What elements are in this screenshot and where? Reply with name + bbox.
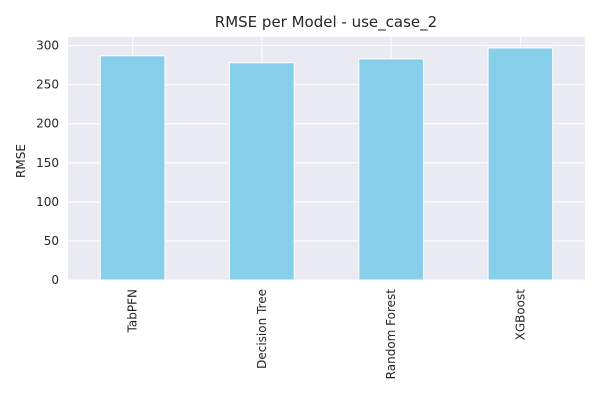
- bar-tabpfn: [99, 55, 166, 281]
- y-tick-label: 150: [36, 156, 59, 170]
- x-tick-label: XGBoost: [513, 289, 527, 341]
- x-tick-label: Random Forest: [384, 289, 398, 380]
- y-tick-label: 250: [36, 78, 59, 92]
- y-axis-ticks: 0 50 100 150 200 250 300: [36, 39, 59, 287]
- chart-title: RMSE per Model - use_case_2: [215, 13, 437, 32]
- y-axis-label: RMSE: [14, 144, 28, 178]
- x-tick-label: Decision Tree: [255, 289, 269, 369]
- y-tick-label: 50: [44, 234, 59, 248]
- bar-decision-tree: [229, 62, 295, 281]
- y-tick-label: 100: [36, 195, 59, 209]
- y-tick-label: 0: [51, 273, 59, 287]
- bar-random-forest: [358, 58, 424, 281]
- y-tick-label: 300: [36, 39, 59, 53]
- bar-xgboost: [487, 47, 554, 281]
- y-tick-label: 200: [36, 117, 59, 131]
- x-tick-label: TabPFN: [126, 289, 140, 333]
- x-axis-ticks: TabPFN Decision Tree Random Forest XGBoost: [126, 289, 528, 380]
- bars: [99, 47, 554, 281]
